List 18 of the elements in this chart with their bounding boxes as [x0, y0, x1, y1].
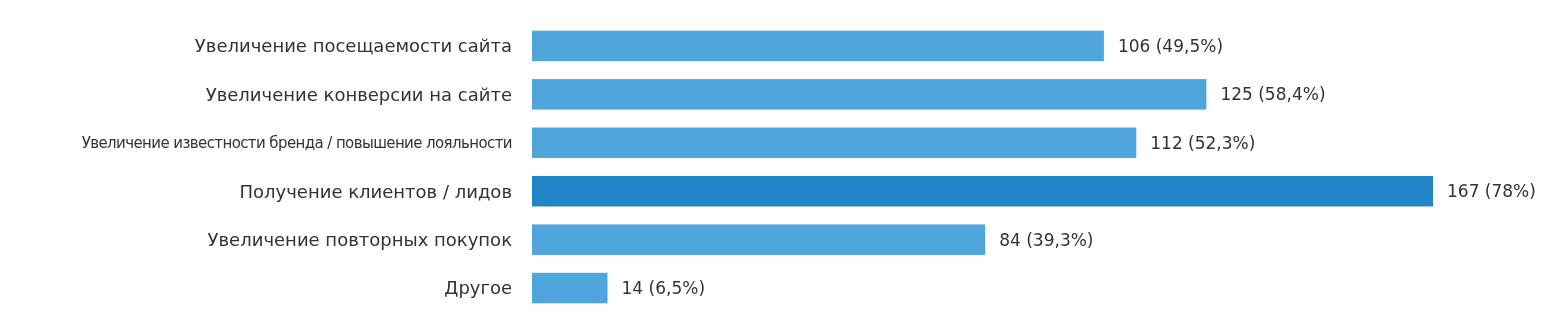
bar [532, 79, 1207, 110]
bar [532, 272, 608, 304]
y-tick-label: Получение клиентов / лидов [239, 180, 512, 202]
bar [532, 175, 1433, 207]
data-label: 125 (58,4%) [1220, 84, 1326, 105]
data-label: 167 (78%) [1447, 181, 1536, 202]
y-tick-label: Увеличение посещаемости сайта [194, 35, 512, 57]
y-tick-label: Увеличение известности бренда / повышение лояльности [81, 134, 512, 153]
y-tick-label: Увеличение конверсии на сайте [205, 83, 512, 105]
y-tick-label: Увеличение повторных покупок [207, 228, 513, 250]
bar [532, 30, 1104, 62]
data-label: 14 (6,5%) [621, 278, 706, 299]
data-label: 84 (39,3%) [999, 229, 1094, 250]
data-label: 106 (49,5%) [1117, 35, 1224, 56]
y-tick-label: Другое [444, 277, 512, 299]
data-label: 112 (52,3%) [1150, 132, 1256, 153]
bar [532, 127, 1137, 159]
bar [532, 224, 986, 255]
